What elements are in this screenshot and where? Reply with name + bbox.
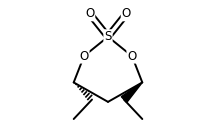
Text: O: O [122, 7, 131, 20]
Text: O: O [79, 50, 89, 63]
Polygon shape [121, 82, 142, 102]
Text: O: O [127, 50, 137, 63]
Text: O: O [85, 7, 94, 20]
Text: S: S [104, 30, 112, 43]
